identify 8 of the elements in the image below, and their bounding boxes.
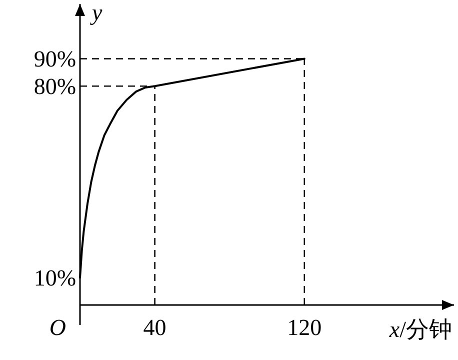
y-tick-label: 90% — [34, 46, 76, 72]
text: O — [49, 315, 66, 340]
y-tick-label: 10% — [34, 266, 76, 291]
x-tick-label: 40 — [143, 315, 166, 340]
x-tick-label: 120 — [287, 315, 322, 340]
y-axis-title: y — [90, 0, 103, 25]
y-tick-label: 80% — [34, 74, 76, 100]
x-axis-title: x/分钟 — [388, 317, 452, 342]
